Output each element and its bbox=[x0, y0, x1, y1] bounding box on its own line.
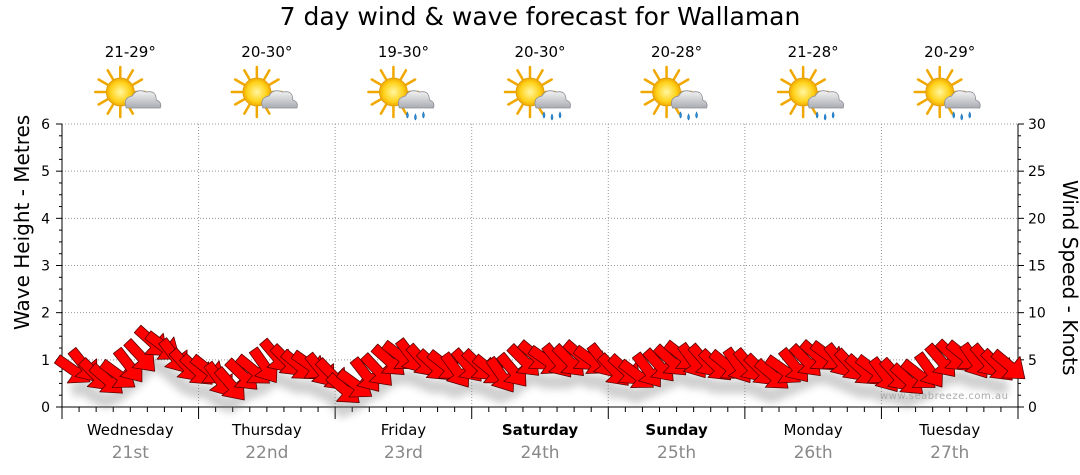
y-tick-label-left: 3 bbox=[41, 259, 50, 275]
y-tick-label-right: 30 bbox=[1028, 117, 1046, 133]
sun-cloud-rain-icon bbox=[776, 65, 845, 121]
sun-cloud-icon bbox=[94, 65, 162, 119]
day-label: Wednesday bbox=[86, 421, 174, 439]
day-label: Sunday bbox=[645, 421, 708, 439]
wind-arrow bbox=[990, 348, 1026, 380]
chart-title: 7 day wind & wave forecast for Wallaman bbox=[279, 2, 801, 31]
y-tick-label-left: 6 bbox=[41, 117, 50, 133]
temperature-label: 21-29° bbox=[104, 43, 156, 61]
arrow-shadow bbox=[69, 354, 1008, 419]
sun-cloud-rain-icon bbox=[640, 65, 708, 121]
y-axis-label-left: Wave Height - Metres bbox=[10, 114, 34, 330]
temperature-label: 20-30° bbox=[514, 43, 566, 61]
date-label: 26th bbox=[793, 443, 833, 463]
y-tick-label-left: 0 bbox=[41, 400, 50, 416]
sun-cloud-rain-icon bbox=[913, 65, 981, 121]
temperature-label: 20-30° bbox=[241, 43, 293, 61]
date-label: 21st bbox=[111, 443, 149, 463]
y-tick-label-left: 1 bbox=[41, 353, 50, 369]
day-label: Thursday bbox=[231, 421, 302, 439]
temperature-label: 21-28° bbox=[787, 43, 839, 61]
temperature-label: 20-29° bbox=[924, 43, 976, 61]
sun-cloud-rain-icon bbox=[503, 65, 571, 121]
credit-text: www.seabreeze.com.au bbox=[880, 391, 1009, 402]
day-label: Friday bbox=[380, 421, 427, 439]
date-label: 23rd bbox=[383, 443, 423, 463]
y-tick-label-right: 15 bbox=[1028, 259, 1046, 275]
sun-cloud-rain-icon bbox=[367, 65, 435, 121]
date-label: 24th bbox=[520, 443, 560, 463]
temperature-label: 20-28° bbox=[651, 43, 703, 61]
day-label: Monday bbox=[783, 421, 843, 439]
y-tick-label-left: 5 bbox=[41, 164, 50, 180]
y-tick-label-left: 4 bbox=[41, 211, 50, 227]
date-label: 27th bbox=[930, 443, 970, 463]
y-tick-label-right: 25 bbox=[1028, 164, 1046, 180]
y-tick-label-right: 0 bbox=[1028, 400, 1037, 416]
date-label: 22nd bbox=[245, 443, 289, 463]
sun-cloud-icon bbox=[230, 65, 298, 119]
day-label: Tuesday bbox=[919, 421, 981, 439]
y-tick-label-right: 5 bbox=[1028, 353, 1037, 369]
y-tick-label-right: 10 bbox=[1028, 306, 1046, 322]
wind-arrow bbox=[203, 360, 233, 397]
y-tick-label-right: 20 bbox=[1028, 211, 1046, 227]
day-label: Saturday bbox=[501, 421, 579, 439]
temperature-label: 19-30° bbox=[377, 43, 429, 61]
y-axis-label-right: Wind Speed - Knots bbox=[1058, 180, 1080, 376]
date-label: 25th bbox=[657, 443, 697, 463]
y-tick-label-left: 2 bbox=[41, 306, 50, 322]
